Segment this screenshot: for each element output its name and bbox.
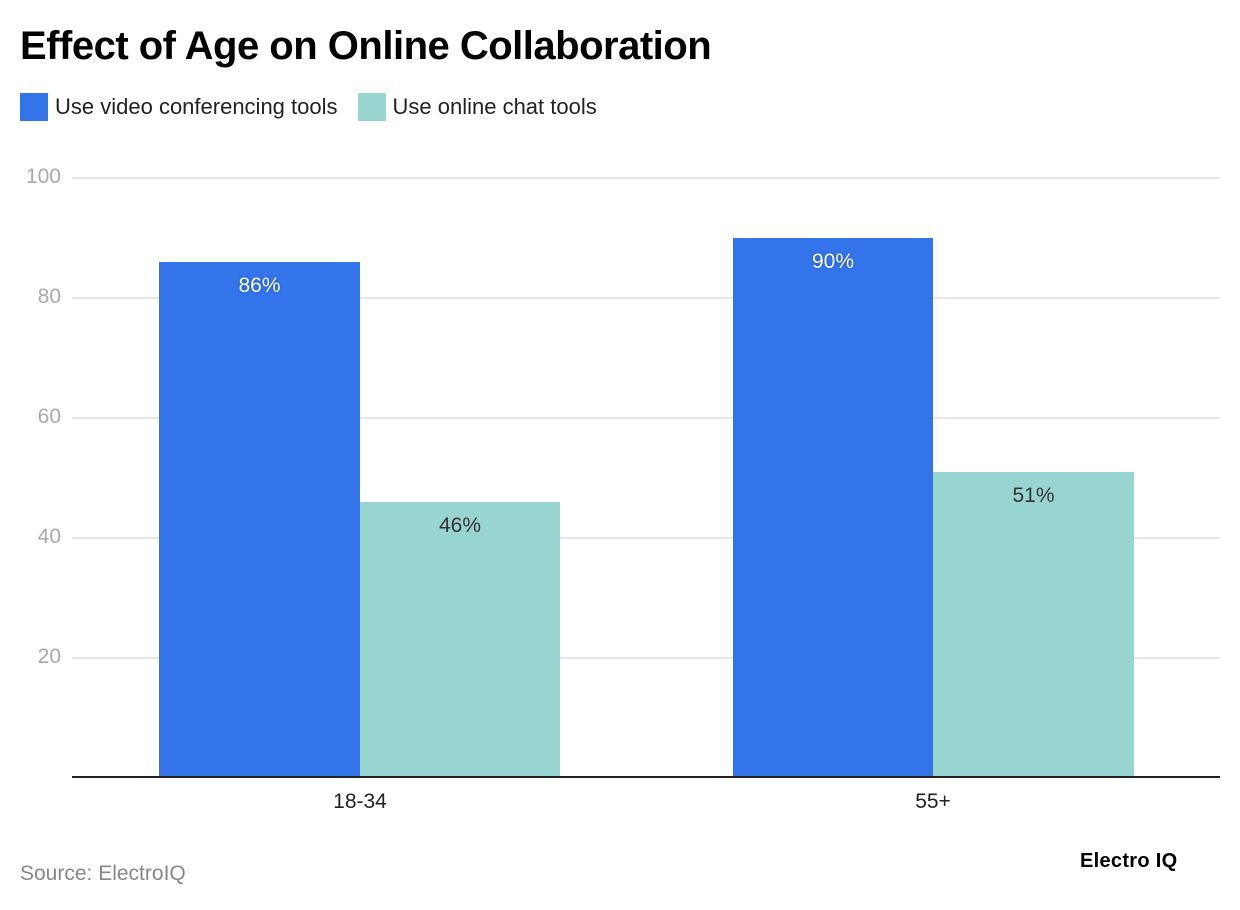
source-note: Source: ElectroIQ (20, 862, 186, 885)
y-tick-60: 60 (37, 405, 61, 428)
gridline-40 (72, 537, 1220, 539)
legend-label-chat: Use online chat tools (392, 94, 597, 119)
y-tick-40: 40 (37, 525, 61, 548)
bar-18-34-video: 86% (159, 262, 360, 777)
x-tick-55plus: 55+ (915, 790, 951, 813)
brand-logo: Electro IQ (1080, 850, 1178, 872)
bar-label: 90% (811, 250, 855, 273)
bar-55plus-video: 90% (733, 238, 933, 777)
bar-label: 46% (438, 514, 482, 537)
y-tick-80: 80 (37, 285, 61, 308)
x-axis-line (72, 776, 1220, 778)
legend-item-video: Use video conferencing tools (20, 93, 338, 121)
gridline-20 (72, 657, 1220, 659)
chart-title: Effect of Age on Online Collaboration (20, 24, 712, 68)
bar-label: 86% (238, 274, 281, 297)
bar-18-34-chat: 46% (360, 502, 560, 777)
legend-item-chat: Use online chat tools (357, 93, 597, 121)
legend-label-video: Use video conferencing tools (55, 94, 338, 119)
legend-swatch-chat (357, 93, 386, 121)
y-tick-100: 100 (25, 165, 61, 188)
legend-swatch-video (20, 93, 48, 121)
gridline-100 (72, 177, 1220, 179)
gridline-80 (72, 297, 1220, 299)
x-tick-18-34: 18-34 (333, 790, 387, 813)
gridline-60 (72, 417, 1220, 419)
bar-55plus-chat: 51% (933, 472, 1134, 777)
y-tick-20: 20 (37, 645, 61, 668)
bar-label: 51% (1012, 484, 1055, 507)
legend: Use video conferencing tools Use online … (20, 92, 617, 122)
